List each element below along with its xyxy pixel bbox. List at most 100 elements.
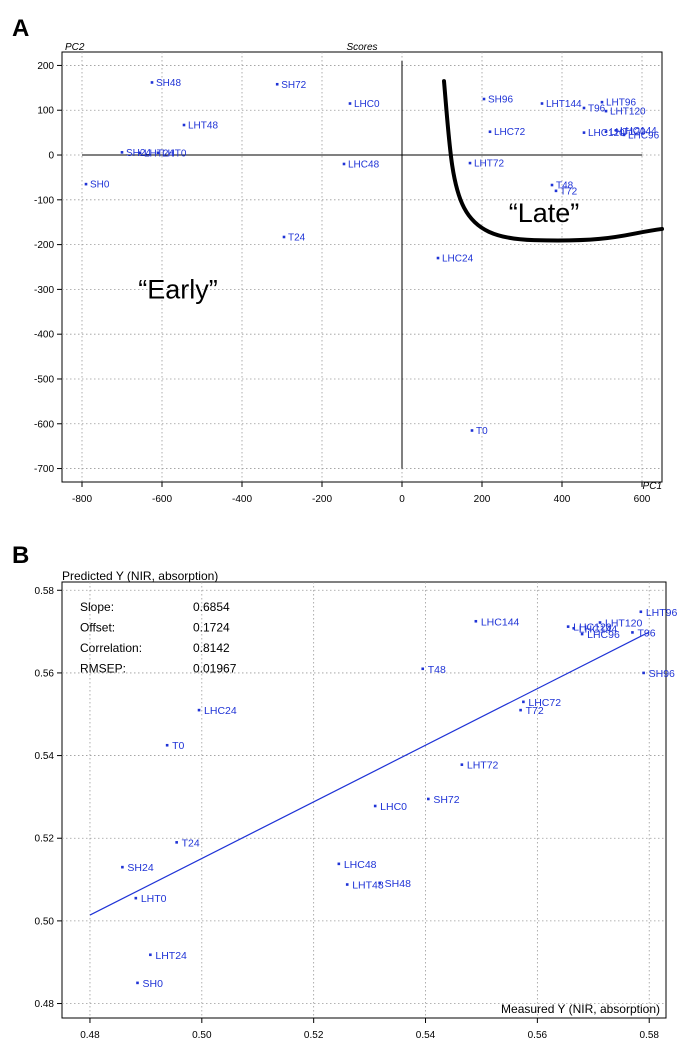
point-label-sh0: SH0 [143,978,164,990]
panel-b-y-axis-label: Predicted Y (NIR, absorption) [62,569,218,583]
point-sh48 [378,881,381,885]
point-label-lht96: LHT96 [646,607,678,619]
point-label-lhc96: LHC96 [587,629,620,641]
point-label-lht120: LHT120 [605,618,643,630]
point-label-sh72: SH72 [433,794,459,806]
point-lht0 [156,151,160,155]
y-tick-label: -400 [34,330,54,341]
point-t72 [554,189,558,193]
point-label-lhc72: LHC72 [494,127,526,138]
point-t72 [519,708,522,712]
point-label-t24: T24 [288,232,306,243]
point-label-lhc48: LHC48 [344,859,377,871]
stat-value-slope: 0.6854 [193,600,230,614]
point-lht120 [598,621,602,624]
point-lhc48 [337,862,341,866]
y-tick-label: 0.50 [35,916,55,927]
point-label-lhc48: LHC48 [348,159,380,170]
point-t48 [550,183,554,187]
panel-b-regression-line [89,631,650,916]
point-label-t96: T96 [588,103,606,114]
point-lht48 [182,123,186,127]
x-tick-label: 200 [474,494,491,505]
point-lhc0 [348,102,352,105]
point-sh96 [642,671,645,675]
panel-a: A -800 -600 -400 -200 0 200 400 6002001000-100-… [12,15,664,505]
x-tick-label: 400 [554,494,571,505]
point-lht96 [639,610,643,614]
panel-a-y-axis-label: PC2 [65,42,85,53]
point-label-lht0: LHT0 [141,893,167,905]
point-lhc144 [614,129,618,132]
point-label-lhc0: LHC0 [380,801,407,813]
panel-a-x-axis-label: PC1 [643,481,662,492]
point-label-lht72: LHT72 [474,159,504,170]
point-lhc72 [488,130,492,134]
y-tick-label: -500 [34,374,54,385]
point-label-sh48: SH48 [385,878,411,890]
point-label-lhc0: LHC0 [354,99,380,110]
panel-a-chart-title: Scores [346,42,377,53]
point-label-lhc144: LHC144 [579,623,618,635]
point-sh24 [121,865,124,869]
point-lhc96 [622,133,626,137]
point-sh72 [275,82,279,86]
x-tick-label: 0.48 [80,1030,100,1041]
point-lhc120 [582,131,586,134]
point-label-lht24: LHT24 [155,950,187,962]
point-label-t48: T48 [556,181,574,192]
point-lhc144 [474,619,478,623]
point-lhc144 [572,626,576,630]
panel-b-stats-box: Slope: 0.6854 Offset: 0.1724 Correlation: 0.8… [80,600,237,676]
panel-b-x-axis-label: Measured Y (NIR, absorption) [501,1002,660,1016]
point-lht72 [468,161,472,165]
y-tick-label: -200 [34,240,54,251]
point-label-t0: T0 [172,740,184,752]
annotation-early: “Early” [138,274,218,304]
point-label-lht48: LHT48 [188,121,218,132]
point-lhc120 [566,625,570,628]
point-sh0 [84,182,88,186]
point-label-sh24: SH24 [127,862,153,874]
stat-label-offset: Offset: [80,621,115,635]
point-lht48 [345,883,349,886]
point-sh0 [136,981,139,985]
stat-value-rmsep: 0.01967 [193,662,237,676]
y-tick-label: -600 [34,419,54,430]
panel-a-annotations: “Early” “Late” [138,198,579,304]
point-lhc72 [522,700,525,704]
point-t96 [582,106,586,110]
point-label-lht0: LHT0 [162,148,187,159]
panel-a-late-boundary-curve [442,79,664,243]
x-tick-label: -400 [232,494,252,505]
point-label-lht72: LHT72 [467,760,499,772]
point-label-lht120: LHT120 [610,107,646,118]
point-lhc24 [436,256,440,260]
x-tick-label: -800 [72,494,92,505]
point-sh48 [150,81,154,84]
point-lht24 [149,953,152,957]
point-label-t24: T24 [182,837,200,849]
y-tick-label: 0.54 [35,751,55,762]
point-lht144 [540,102,544,105]
panel-a-plot-frame [61,51,663,483]
point-label-sh96: SH96 [649,668,675,680]
point-label-t72: T72 [526,705,544,717]
point-label-lhc144: LHC144 [481,616,520,628]
point-label-lhc96: LHC96 [628,130,660,141]
panel-b: B Predicted Y (NIR, absorption) 0.48 0.50… [12,542,678,1041]
x-tick-label: -200 [312,494,332,505]
point-lhc48 [342,162,346,166]
stat-label-correlation: Correlation: [80,641,142,655]
point-t48 [421,667,425,671]
y-tick-label: 0 [48,151,54,162]
point-lht24 [138,151,142,155]
point-lht120 [604,130,608,134]
x-tick-label: -600 [152,494,172,505]
y-tick-label: 0.58 [35,586,55,597]
point-t24 [175,841,178,844]
x-tick-label: 0.58 [639,1030,659,1041]
point-lht96 [600,100,604,104]
